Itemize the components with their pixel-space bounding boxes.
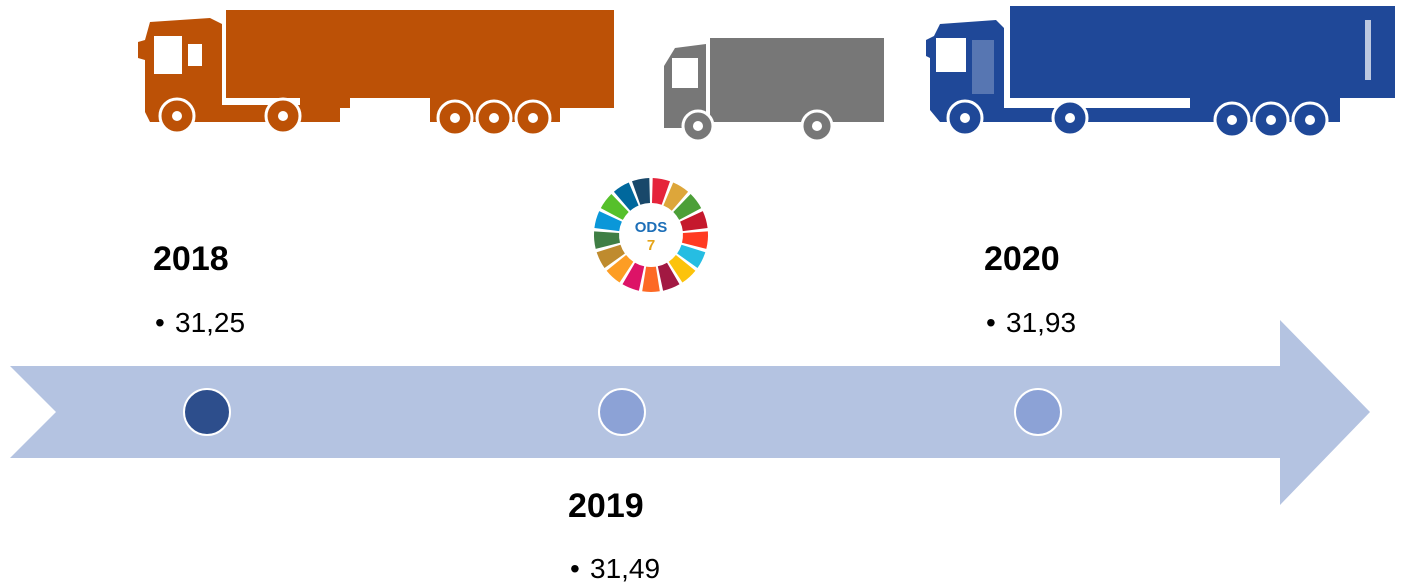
milestone-dot	[1014, 388, 1062, 436]
wheel-segment	[652, 178, 670, 205]
wheel-segment	[606, 255, 634, 283]
wheel-segment	[622, 262, 645, 291]
milestone-dot	[183, 388, 231, 436]
wheel-segment	[642, 266, 660, 292]
wheel-segment	[673, 194, 702, 220]
wheel-segment	[600, 194, 629, 220]
blue-truck	[926, 6, 1395, 139]
value-label: 31,93	[1006, 307, 1076, 338]
milestone-dot	[598, 388, 646, 436]
logo-number: 7	[647, 237, 655, 254]
wheel-segment	[613, 182, 639, 211]
orange-truck	[138, 10, 614, 137]
wheel-segment	[596, 244, 625, 268]
year-label: 2019	[568, 487, 644, 525]
grey-truck	[664, 38, 884, 143]
wheel-segment	[593, 231, 620, 249]
wheel-segment	[668, 255, 696, 283]
wheel-segment	[594, 211, 622, 232]
wheel-segment	[680, 211, 708, 232]
timeline-arrow	[10, 320, 1370, 505]
wheel-segment	[657, 262, 680, 291]
wheel-segment	[632, 178, 650, 205]
wheel-segment	[677, 244, 706, 268]
logo-title: ODS	[635, 219, 668, 236]
sdg-wheel	[593, 178, 709, 292]
wheel-segment	[663, 182, 689, 211]
year-label: 2020	[984, 240, 1060, 278]
bullet: •	[155, 307, 165, 338]
bullet: •	[570, 553, 580, 584]
wheel-segment	[682, 231, 709, 249]
value-label: 31,25	[175, 307, 245, 338]
year-label: 2018	[153, 240, 229, 278]
value-label: 31,49	[590, 553, 660, 584]
bullet: •	[986, 307, 996, 338]
